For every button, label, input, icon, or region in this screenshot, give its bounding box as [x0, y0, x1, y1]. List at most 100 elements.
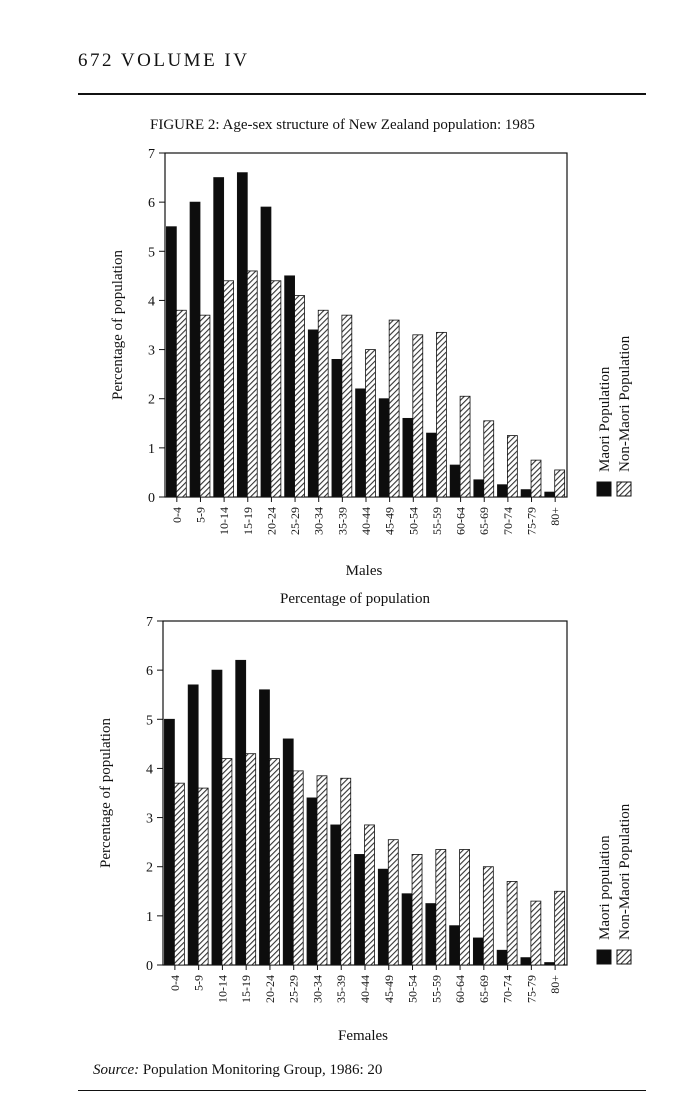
males-xtick-label-15-19: 15-19: [241, 507, 255, 535]
females-bar-maori-population-30-34: [306, 797, 318, 966]
males-xtick-label-50-54: 50-54: [406, 507, 420, 535]
males-bar-maori-population-55-59: [426, 432, 437, 498]
females-bar-maori-population-60-64: [449, 925, 460, 966]
males-bar-maori-population-45-49: [378, 398, 390, 498]
males-ytick-label: 1: [148, 442, 155, 457]
males-bar-non-maori-population-0-4: [175, 309, 187, 498]
females-bar-non-maori-population-75-79: [530, 900, 542, 966]
males-xtick-label-55-59: 55-59: [430, 507, 444, 535]
females-ytick-label: 0: [146, 959, 153, 974]
males-bar-non-maori-population-10-14: [223, 280, 234, 498]
males-bar-maori-population-40-44: [355, 388, 366, 498]
females-xtick-label-70-74: 70-74: [501, 975, 515, 1003]
males-xtick-label-0-4: 0-4: [170, 507, 184, 523]
source-text: Population Monitoring Group, 1986: 20: [142, 1062, 383, 1078]
males-xtick-label-20-24: 20-24: [264, 507, 278, 535]
header-rule: [78, 93, 646, 95]
males-xtick-label-60-64: 60-64: [454, 507, 468, 535]
females-bar-non-maori-population-15-19: [245, 753, 257, 966]
males-bar-maori-population-80: [544, 491, 556, 498]
females-bar-non-maori-population-20-24: [269, 758, 280, 966]
males-bar-maori-population-0-4: [166, 226, 177, 498]
females-ytick-label: 5: [146, 713, 153, 728]
males-xtick-label-70-74: 70-74: [501, 507, 515, 535]
females-xtick-label-50-54: 50-54: [406, 975, 420, 1003]
females-legend-swatch-maori-population: [596, 949, 612, 965]
females-ytick-label: 4: [146, 762, 153, 777]
males-legend-swatch-maori-population: [596, 481, 612, 497]
males-bar-non-maori-population-40-44: [365, 349, 376, 498]
males-ytick-label: 0: [148, 491, 155, 506]
females-bar-maori-population-70-74: [496, 949, 508, 966]
females-bar-maori-population-55-59: [425, 903, 437, 966]
females-xtick-label-45-49: 45-49: [382, 975, 396, 1003]
males-ytick-label: 3: [148, 344, 155, 359]
females-bar-non-maori-population-35-39: [340, 777, 352, 966]
males-bar-non-maori-population-5-9: [199, 314, 211, 498]
females-legend-label-non-maori-population: Non-Maori Population: [617, 803, 633, 940]
males-ytick-label: 6: [148, 196, 155, 211]
males-xtick-label-10-14: 10-14: [217, 507, 231, 535]
males-legend-label-maori-population: Maori Population: [597, 366, 613, 472]
females-xtick-label-60-64: 60-64: [453, 975, 467, 1003]
females-bar-non-maori-population-60-64: [459, 849, 470, 966]
females-bar-non-maori-population-70-74: [506, 881, 518, 966]
females-bar-maori-population-10-14: [211, 669, 223, 966]
females-bar-maori-population-35-39: [330, 824, 342, 966]
females-ytick-label: 7: [146, 615, 153, 630]
females-legend-label-maori-population: Maori population: [597, 835, 613, 940]
males-bar-non-maori-population-35-39: [341, 314, 353, 498]
males-bar-maori-population-70-74: [497, 484, 508, 498]
males-bar-maori-population-25-29: [284, 275, 295, 498]
females-bar-maori-population-80: [544, 962, 556, 966]
females-ytick-label: 2: [146, 861, 153, 876]
females-ytick-label: 6: [146, 664, 153, 679]
males-ytick-label: 4: [148, 294, 155, 309]
males-bar-non-maori-population-50-54: [412, 334, 424, 498]
males-xtick-label-25-29: 25-29: [288, 507, 302, 535]
males-bar-maori-population-50-54: [402, 417, 414, 498]
females-bar-maori-population-45-49: [377, 868, 389, 966]
females-bar-non-maori-population-5-9: [197, 787, 209, 966]
males-ytick-label: 5: [148, 245, 155, 260]
males-bar-non-maori-population-80: [554, 469, 566, 498]
males-xtick-label-5-9: 5-9: [193, 507, 207, 523]
females-chart: 0 1 2 3 4 5 6 7 0-4 5-9 10-14 15-19 20-24 25-29 30-34 3…: [98, 591, 633, 1044]
source-citation: Source: Population Monitoring Group, 198…: [93, 1062, 382, 1079]
females-bar-non-maori-population-55-59: [435, 849, 447, 966]
males-bar-non-maori-population-75-79: [530, 459, 542, 498]
females-xtick-label-0-4: 0-4: [168, 975, 182, 991]
females-ytick-label: 1: [146, 910, 153, 925]
males-bar-non-maori-population-45-49: [388, 319, 400, 498]
females-xtick-label-10-14: 10-14: [215, 975, 229, 1003]
males-bar-maori-population-35-39: [331, 358, 343, 498]
females-bar-non-maori-population-50-54: [411, 854, 423, 966]
males-bar-non-maori-population-30-34: [317, 309, 329, 498]
females-xtick-label-75-79: 75-79: [524, 975, 538, 1003]
females-xtick-label-35-39: 35-39: [334, 975, 348, 1003]
males-xtick-label-45-49: 45-49: [383, 507, 397, 535]
females-x-axis-label: Females: [338, 1028, 388, 1044]
males-legend-label-non-maori-population: Non-Maori Population: [617, 335, 633, 472]
females-bar-maori-population-40-44: [354, 854, 365, 966]
page-header: 672 VOLUME IV: [78, 50, 250, 71]
females-xtick-label-15-19: 15-19: [239, 975, 253, 1003]
females-bar-maori-population-5-9: [187, 684, 199, 966]
males-bar-non-maori-population-55-59: [436, 331, 447, 498]
males-bar-non-maori-population-20-24: [270, 280, 282, 498]
females-xtick-label-20-24: 20-24: [263, 975, 277, 1003]
males-bar-non-maori-population-70-74: [507, 435, 518, 498]
females-bar-non-maori-population-65-69: [482, 866, 494, 966]
females-bar-non-maori-population-40-44: [364, 824, 375, 966]
males-bar-non-maori-population-60-64: [459, 395, 471, 498]
females-bar-maori-population-75-79: [520, 957, 532, 966]
females-bar-non-maori-population-30-34: [316, 775, 328, 966]
females-bar-maori-population-50-54: [401, 893, 413, 966]
males-bar-maori-population-60-64: [449, 464, 461, 498]
males-bar-maori-population-20-24: [260, 206, 272, 498]
males-bar-non-maori-population-15-19: [246, 270, 258, 498]
males-xtick-label-30-34: 30-34: [312, 507, 326, 535]
males-bar-maori-population-75-79: [520, 489, 532, 498]
males-bar-maori-population-10-14: [213, 177, 225, 498]
